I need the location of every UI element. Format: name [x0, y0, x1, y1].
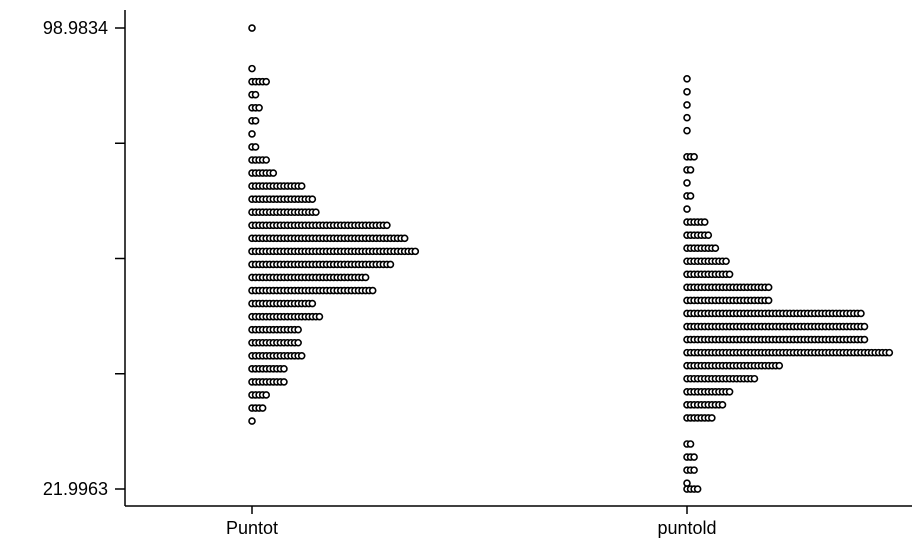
data-point: [248, 64, 256, 73]
data-point: [251, 117, 260, 125]
dot-series: [248, 24, 894, 493]
data-point: [700, 218, 709, 226]
data-point: [860, 335, 869, 344]
x-category-label: Puntot: [226, 518, 278, 538]
data-point: [683, 179, 691, 187]
data-point: [750, 374, 759, 383]
data-point: [315, 312, 324, 321]
data-point: [294, 338, 302, 347]
data-point: [686, 192, 695, 200]
y-tick-label: 21.9963: [43, 479, 108, 499]
data-point: [386, 260, 395, 269]
data-point: [361, 273, 370, 282]
data-point: [775, 361, 784, 370]
data-point: [683, 126, 691, 135]
data-point: [297, 182, 306, 190]
data-point: [262, 77, 271, 86]
data-point: [411, 247, 420, 256]
data-point: [308, 195, 317, 203]
data-point: [722, 257, 730, 266]
data-point: [725, 270, 734, 279]
x-category-label: puntold: [657, 518, 716, 538]
y-tick-label: 98.9834: [43, 18, 108, 38]
data-point: [683, 205, 691, 213]
x-ticks: Puntot puntold: [226, 506, 717, 538]
data-point: [400, 234, 409, 243]
data-point: [255, 103, 263, 112]
data-point: [251, 90, 260, 99]
data-point: [690, 453, 698, 461]
data-point: [269, 169, 278, 177]
data-point: [686, 166, 695, 174]
y-ticks: 21.9963 98.9834: [43, 18, 125, 499]
data-point: [297, 351, 306, 360]
data-point: [258, 404, 267, 412]
data-point: [690, 153, 698, 161]
data-point: [383, 221, 391, 230]
data-point: [857, 309, 865, 318]
data-point: [248, 417, 256, 425]
data-point: [711, 244, 720, 252]
data-point: [764, 296, 773, 305]
data-point: [251, 143, 260, 151]
data-point: [708, 414, 716, 422]
data-point: [764, 283, 773, 292]
data-point: [704, 231, 713, 239]
data-point: [312, 208, 320, 217]
data-point: [262, 156, 271, 164]
data-point: [280, 378, 288, 386]
data-point: [725, 387, 734, 396]
data-point: [248, 130, 256, 138]
data-point: [683, 88, 691, 96]
data-point: [860, 322, 869, 331]
data-point: [718, 401, 727, 409]
data-point: [294, 325, 302, 334]
data-point: [248, 24, 256, 32]
data-point: [683, 75, 691, 83]
data-point: [683, 113, 691, 122]
data-point: [368, 286, 377, 295]
data-point: [690, 466, 698, 474]
data-point: [308, 299, 317, 308]
data-point: [683, 101, 691, 109]
data-point: [686, 440, 695, 448]
data-point: [885, 348, 894, 357]
data-point: [262, 391, 271, 399]
data-point: [280, 365, 288, 373]
data-point: [693, 485, 702, 493]
